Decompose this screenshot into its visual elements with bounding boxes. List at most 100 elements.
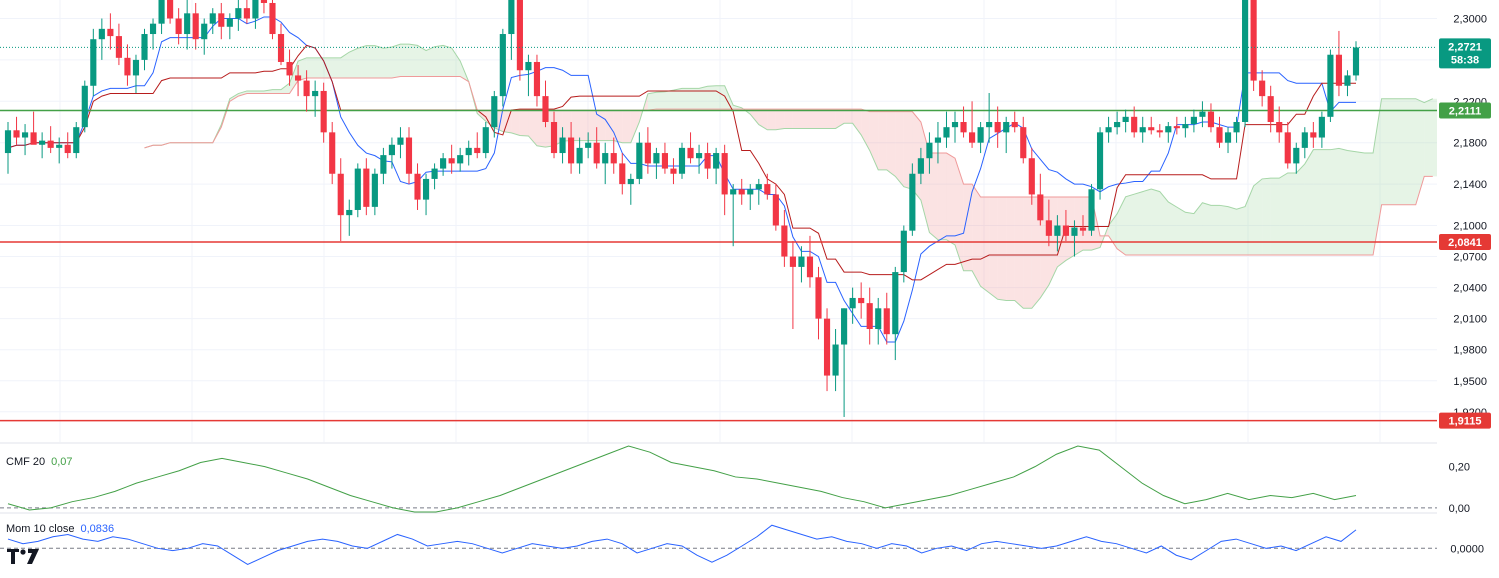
candle-body (98, 28, 105, 40)
candle-body (1028, 158, 1035, 195)
candle-body (525, 61, 532, 71)
candle-body (1037, 194, 1044, 221)
cloud-segment (451, 47, 461, 77)
candle-body (1182, 124, 1189, 129)
cloud-segment (1142, 189, 1152, 255)
cmf-pane (0, 445, 1437, 513)
last-price-badge (1439, 38, 1491, 69)
level-badge (1439, 412, 1491, 429)
candle-body (1045, 220, 1052, 236)
candle-body (295, 75, 302, 81)
level-badge-label: 2,2111 (1449, 106, 1481, 118)
candle-body (226, 18, 233, 27)
candle-body (542, 96, 549, 122)
mom-legend[interactable]: Mom 10 close 0,0836 (6, 523, 114, 535)
candle-body (209, 13, 216, 24)
horizontal-levels[interactable] (0, 0, 1437, 422)
candle-body (1190, 116, 1197, 125)
cloud-segment (562, 110, 572, 142)
candle-body (1301, 132, 1308, 148)
candle-body (892, 272, 899, 335)
candle-body (286, 61, 293, 76)
candle-body (252, 0, 259, 19)
cloud-segment (238, 90, 247, 97)
candle-body (192, 13, 199, 40)
candle-body (30, 132, 37, 145)
candle-body (1071, 227, 1078, 236)
candle-body (730, 189, 737, 195)
cloud-segment (1219, 205, 1229, 255)
candle-body (755, 184, 762, 190)
candle-body (1352, 47, 1360, 76)
momentum-tick-label: 0,0000 (1450, 543, 1484, 555)
tradingview-logo[interactable] (6, 546, 40, 566)
candle-body (1156, 130, 1163, 133)
candle-body (329, 132, 336, 174)
level-badge-label: 2,0841 (1448, 237, 1482, 249)
cloud-segment (1347, 150, 1356, 255)
candle-body (457, 155, 464, 164)
cloud-segment (1287, 172, 1297, 255)
price-tick-label: 2,0700 (1453, 252, 1487, 264)
candle-body (167, 0, 174, 19)
cloud-segment (980, 197, 990, 293)
price-tick-label: 2,0400 (1453, 283, 1487, 295)
candle-body (303, 80, 310, 97)
candle-body (260, 0, 268, 3)
candle-body (815, 277, 822, 319)
candle-body (474, 147, 481, 154)
candle-body (218, 13, 225, 27)
candle-body (772, 194, 779, 226)
cloud-segment (673, 88, 682, 110)
cloud-segment (315, 57, 324, 79)
cloud-segment (1151, 189, 1160, 255)
cloud-segment (835, 109, 845, 129)
candle-body (1096, 132, 1104, 190)
cloud-segment (750, 109, 759, 125)
cmf-legend[interactable]: CMF 20 0,07 (6, 456, 73, 468)
candle-body (789, 256, 796, 267)
kijun-sen (7, 44, 1356, 281)
cloud-segment (417, 45, 427, 77)
cloud-segment (1415, 98, 1425, 205)
cloud-segment (895, 111, 904, 187)
candle-body (414, 173, 421, 200)
cloud-segment (861, 109, 870, 151)
cloud-segment (366, 45, 375, 79)
ichimoku-lines (7, 16, 1356, 343)
cloud-segment (622, 110, 631, 143)
cloud-segment (229, 93, 239, 102)
candle-body (1003, 122, 1010, 133)
candle-body (1011, 122, 1018, 128)
cloud-segment (408, 44, 418, 77)
candle-body (64, 144, 71, 154)
cloud-segment (690, 88, 700, 110)
candle-body (388, 144, 395, 156)
candle-body (269, 2, 276, 35)
cloud-segment (1279, 172, 1288, 255)
cloud-segment (972, 184, 981, 287)
cloud-segment (1381, 98, 1391, 205)
candle-body (1173, 126, 1180, 129)
price-tick-label: 2,1400 (1453, 179, 1487, 191)
candle-body (875, 308, 882, 329)
candle-body (610, 153, 617, 164)
candle-body (841, 308, 848, 345)
candle-body (499, 34, 506, 97)
mom-label: Mom 10 close (6, 523, 75, 535)
cloud-segment (1014, 197, 1024, 309)
price-tick-label: 2,1800 (1453, 138, 1487, 150)
candle-body (431, 168, 438, 179)
candle-body (380, 155, 387, 174)
mom-value: 0,0836 (80, 523, 115, 535)
cloud-segment (289, 61, 299, 94)
candle-body (1233, 122, 1240, 133)
candle-body (508, 0, 515, 35)
candle-body (994, 122, 1001, 133)
price-tick-label: 2,0100 (1453, 314, 1487, 326)
candle-body (738, 189, 745, 195)
price-axis[interactable]: 2,35002,30002,26002,22002,18002,14002,10… (1437, 0, 1499, 578)
candle-body (320, 90, 327, 133)
candle-body (781, 225, 788, 257)
